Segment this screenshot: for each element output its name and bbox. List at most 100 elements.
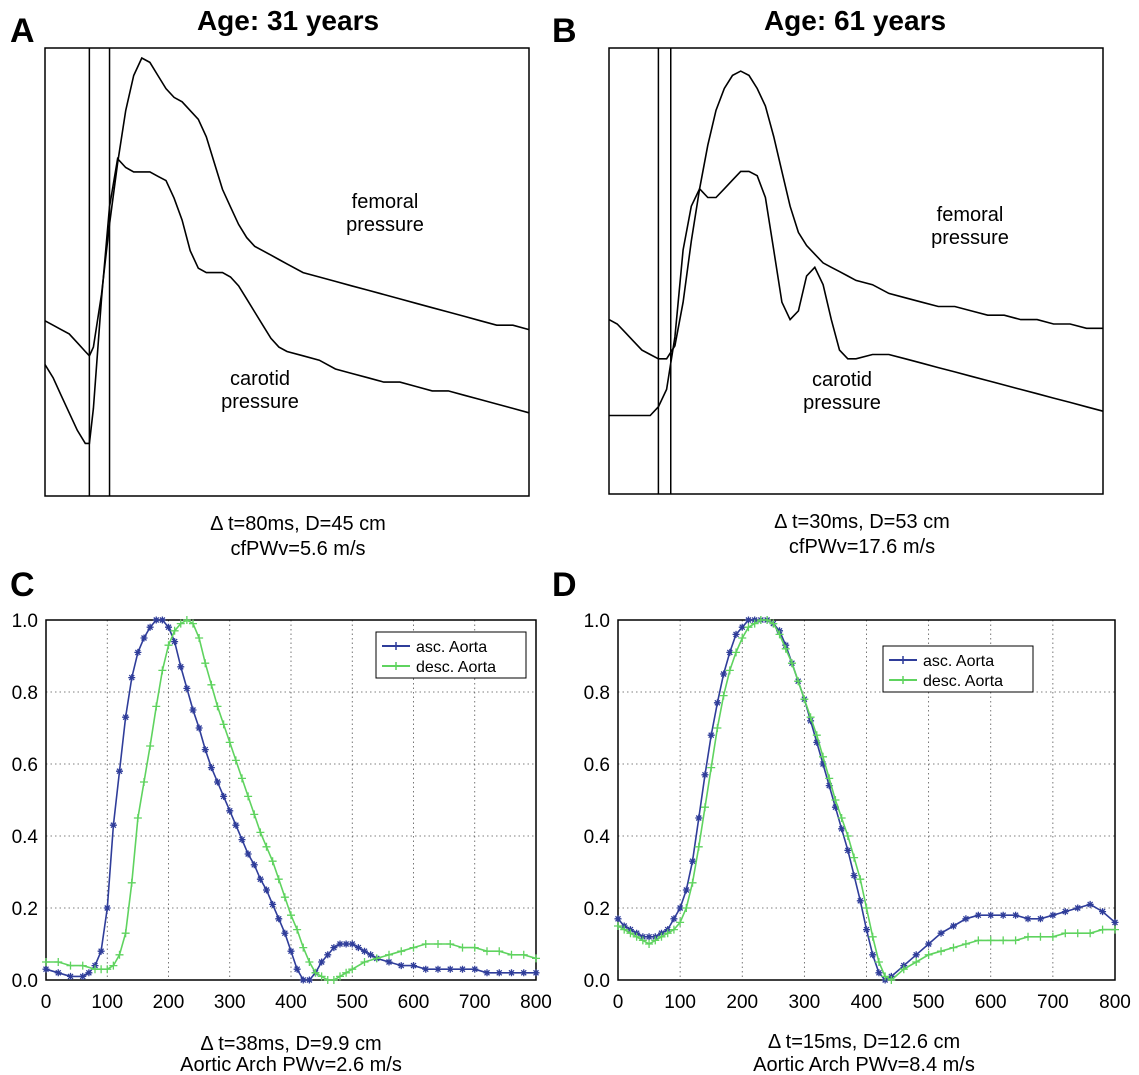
panel-d-series-desc-point: [800, 695, 809, 704]
panel-c-series-asc-point: [318, 958, 326, 966]
panel-d-series-asc-point: [1086, 900, 1094, 908]
panel-c-series-desc-point: [170, 626, 179, 635]
panel-d-series-asc-point: [744, 616, 752, 624]
panel-c-series-asc-point: [134, 648, 142, 656]
panel-d-series-asc-point: [726, 648, 734, 656]
panel-d-series-asc-point: [819, 760, 827, 768]
panel-d-series-asc-point: [831, 803, 839, 811]
panel-b-title: Age: 61 years: [764, 5, 946, 36]
panel-d-series-desc-point: [1011, 936, 1020, 945]
panel-b-femoral-label-2: pressure: [931, 227, 1009, 249]
panel-d-series-asc-point: [1111, 918, 1119, 926]
panel-c-series-desc-point: [152, 702, 161, 711]
panel-c-series-desc-point: [250, 810, 259, 819]
panel-d-series-desc-point: [725, 666, 734, 675]
panel-d-series-desc-point: [837, 814, 846, 822]
panel-c-x-tick-label: 600: [398, 992, 430, 1013]
panel-c-series-desc-point: [495, 947, 504, 956]
panel-d-legend-box: [882, 645, 1034, 693]
panel-c-series-asc-point: [367, 951, 375, 959]
panel-d-series-asc-point: [676, 904, 684, 912]
panel-d-x-tick-label: 200: [726, 992, 758, 1013]
panel-c-series-desc-point: [133, 814, 142, 822]
panel-d-series-desc-point: [694, 842, 703, 851]
panel-c-legend-label-desc: desc. Aorta: [416, 659, 496, 676]
panel-c-series-desc-point: [158, 666, 167, 675]
panel-d-series-asc-point: [987, 911, 995, 919]
panel-c-series-desc-point: [532, 954, 540, 963]
panel-c-y-tick-label: 0.0: [12, 971, 38, 992]
panel-d-series-desc-point: [986, 936, 995, 945]
panel-c-series-asc-point: [520, 969, 528, 977]
panel-c-series-desc-point: [238, 774, 246, 783]
panel-c-series-asc-point: [109, 821, 117, 829]
panel-c-x-tick-label: 100: [91, 992, 123, 1013]
panel-d-series-asc-point: [1012, 911, 1020, 919]
panel-c-series-asc-point: [207, 764, 215, 772]
panel-d-x-tick-label: 500: [913, 992, 945, 1013]
panel-d-series-asc-point: [844, 846, 852, 854]
panel-d-series-asc-point: [856, 897, 864, 905]
panel-c-series-asc-point: [361, 947, 368, 955]
panel-d-series-asc-point: [1036, 915, 1044, 923]
panel-d-series-desc-point: [645, 940, 654, 948]
panel-c-series-asc-point: [85, 969, 93, 977]
panel-d-series-desc-point: [626, 929, 635, 938]
panel-c-series-asc-point: [226, 807, 234, 815]
panel-d-series-desc-point: [657, 932, 666, 941]
panel-d-series-desc-point: [620, 925, 629, 934]
panel-c-caption-1: Δ t=38ms, D=9.9 cm: [200, 1033, 381, 1055]
panel-b-carotid-label-1: carotid: [812, 369, 872, 391]
panel-d-series-asc-point: [1074, 904, 1082, 912]
panel-c-series-asc-point: [42, 965, 50, 973]
panel-a-series-femoral: [44, 56, 530, 358]
panel-b-carotid-label-2: pressure: [803, 392, 881, 414]
panel-letter-a: A: [10, 12, 35, 50]
panel-a-plot: [44, 48, 530, 496]
panel-d-series-desc-point: [663, 929, 672, 938]
panel-d-series-desc-point: [707, 763, 716, 772]
panel-d-series-asc-point: [850, 872, 858, 880]
panel-d-series-asc-point: [999, 911, 1007, 919]
panel-d-series-asc-point: [912, 951, 920, 959]
panel-letter-d: D: [552, 566, 577, 604]
panel-d-series-asc-point: [1099, 908, 1107, 916]
panel-c-series-asc-point: [238, 836, 246, 844]
panel-d-series-desc-point: [669, 925, 678, 934]
panel-d-series-desc-point: [819, 752, 828, 761]
panel-c-series-desc-point: [348, 965, 357, 974]
panel-c-series-asc-point: [410, 962, 417, 970]
panel-d-series-desc-point: [794, 677, 803, 686]
panel-d-x-tick-label: 400: [851, 992, 883, 1013]
panel-c-y-tick-label: 0.6: [12, 755, 38, 776]
panel-d-series-desc-point: [614, 922, 622, 930]
panel-c-series-desc-point: [164, 641, 173, 650]
panel-c-y-tick-label: 0.8: [12, 683, 38, 704]
panel-a-series-carotid: [44, 156, 530, 445]
panel-c-series-asc-point: [305, 976, 313, 984]
panel-d-series-desc-point: [843, 832, 852, 840]
panel-d-series-asc-point: [701, 771, 709, 779]
panel-c-series-asc-point: [201, 746, 209, 754]
panel-c-series-desc-point: [66, 961, 75, 970]
panel-a-caption-1: Δ t=80ms, D=45 cm: [210, 513, 386, 535]
panel-c-series-desc-point: [421, 940, 430, 948]
panel-c-series-asc-point: [299, 976, 307, 984]
panel-d-series-asc-point: [838, 825, 846, 833]
panel-c-series-desc-point: [470, 943, 479, 952]
panel-d-series-desc-point: [769, 619, 778, 628]
panel-a-femoral-label-1: femoral: [352, 191, 419, 213]
panel-c-series-asc-point: [214, 778, 221, 786]
panel-d-series-asc-point: [875, 969, 883, 977]
panel-d-series-desc-point: [831, 796, 840, 804]
panel-c-series-asc-point: [128, 674, 136, 682]
panel-c-series-asc-point: [220, 792, 228, 800]
panel-c-series-desc-point: [195, 634, 204, 642]
panel-c-series-asc-point: [397, 962, 405, 970]
panel-c-series-asc-point: [354, 944, 362, 952]
panel-c-x-tick-label: 800: [520, 992, 552, 1013]
panel-c-plot: 0 100 200 300 400 500 600 700 800 0.0 0.2 0.4 0.6 0.8…: [12, 611, 552, 1013]
panel-d-series-desc-point: [874, 958, 883, 966]
panel-d-y-tick-label: 0.8: [584, 683, 610, 704]
panel-d-series-asc-point: [1061, 908, 1069, 916]
